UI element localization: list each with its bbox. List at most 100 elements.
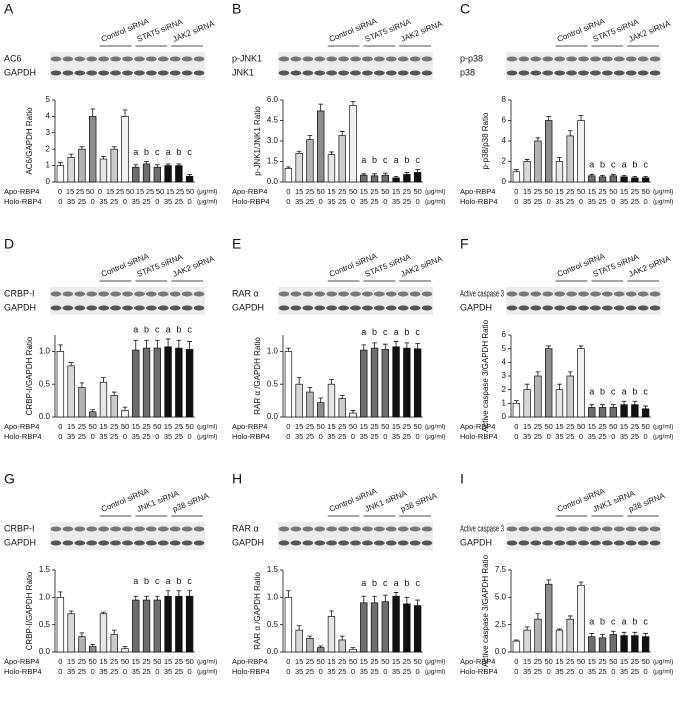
blot-band	[373, 70, 385, 76]
blot-band	[530, 305, 542, 311]
x-tick-label: 25	[176, 187, 184, 196]
blot-label: CRBP-I	[4, 523, 35, 533]
error-bar	[133, 595, 139, 601]
y-tick-label: 1.0	[39, 592, 51, 601]
bar	[588, 636, 596, 653]
y-tick-label: 0.0	[267, 647, 279, 656]
blot-band	[326, 305, 338, 311]
x-unit: (μg/ml)	[653, 669, 673, 676]
x-tick-label: 25	[110, 667, 118, 676]
blot-band	[409, 540, 421, 546]
blot-label: JNK1	[232, 67, 254, 77]
y-tick-label: 0.0	[39, 647, 51, 656]
blot	[506, 522, 661, 550]
x-tick-label: 15	[620, 657, 628, 666]
bar	[566, 135, 574, 183]
bar	[110, 634, 118, 653]
blot-band	[542, 526, 554, 532]
blot-band	[385, 305, 397, 311]
x-unit: (μg/ml)	[425, 669, 445, 676]
blot-band	[122, 305, 133, 311]
blot-band	[62, 56, 74, 62]
x-tick-label: 25	[631, 422, 639, 431]
x-tick-label: 50	[641, 657, 649, 666]
error-bar	[567, 371, 573, 376]
error-bar	[187, 341, 192, 350]
error-bar	[318, 103, 324, 111]
blot-band	[290, 526, 302, 532]
blot-label: GAPDH	[232, 302, 264, 312]
bar	[577, 120, 585, 183]
x-tick-label: 25	[142, 657, 150, 666]
blot-band	[649, 291, 661, 297]
y-tick-label: 0.0	[39, 412, 51, 421]
blot-band	[278, 305, 290, 311]
blot-band	[314, 305, 326, 311]
blot-band	[122, 540, 133, 546]
bar	[588, 407, 596, 418]
error-bar	[111, 146, 117, 150]
blot-band	[122, 291, 133, 297]
bar	[555, 629, 564, 653]
bar	[620, 404, 628, 418]
error-bar	[524, 626, 530, 631]
x-tick-label: 50	[545, 657, 553, 666]
x-row-label: Holo-RBP4	[232, 667, 270, 676]
error-bar	[514, 169, 519, 172]
bar	[360, 174, 368, 183]
bar	[631, 177, 639, 183]
x-tick-label: 25	[598, 197, 606, 206]
bar	[413, 348, 422, 418]
x-tick-label: 50	[413, 422, 421, 431]
blot	[278, 287, 433, 315]
blot-band	[637, 305, 649, 311]
x-tick-label: 0	[351, 197, 355, 206]
x-tick-label: 25	[142, 667, 150, 676]
blot-band	[110, 305, 121, 311]
y-axis-label: RAR α /GAPDH Ratio	[253, 337, 262, 415]
x-tick-label: 35	[523, 667, 531, 676]
x-tick-label: 0	[286, 432, 290, 441]
bar	[185, 349, 194, 418]
x-tick-label: 50	[185, 657, 193, 666]
annotation: c	[155, 324, 160, 334]
bar	[598, 407, 607, 418]
x-tick-label: 50	[349, 422, 357, 431]
blot-band	[421, 56, 433, 62]
annotation: a	[394, 155, 399, 165]
annotation: a	[589, 160, 594, 170]
blot-band	[566, 56, 577, 62]
error-bar	[350, 100, 356, 106]
error-bar	[318, 645, 324, 648]
blot-band	[566, 526, 577, 532]
x-tick-label: 0	[155, 197, 159, 206]
x-tick-label: 0	[286, 197, 290, 206]
annotation: c	[155, 576, 160, 586]
error-bar	[372, 342, 377, 349]
bar	[588, 175, 596, 183]
blot-band	[421, 540, 433, 546]
x-tick-label: 0	[416, 432, 420, 441]
bar	[110, 395, 118, 418]
x-tick-label: 50	[121, 657, 129, 666]
x-tick-label: 25	[78, 432, 86, 441]
annotation: a	[361, 327, 366, 337]
x-unit: (μg/ml)	[653, 659, 673, 666]
x-tick-label: 25	[142, 197, 150, 206]
error-bar	[382, 594, 388, 602]
x-tick-label: 25	[338, 667, 346, 676]
error-bar	[122, 109, 128, 117]
blot-band	[50, 540, 62, 546]
blot-band	[554, 526, 566, 532]
error-bar	[90, 409, 96, 412]
bar	[153, 166, 161, 183]
blot-band	[145, 70, 157, 76]
blot-band	[50, 70, 62, 76]
annotation: a	[133, 324, 138, 334]
x-tick-label: 50	[317, 187, 325, 196]
x-unit: (μg/ml)	[653, 189, 673, 196]
blot-band	[169, 70, 181, 76]
x-tick-label: 25	[534, 657, 542, 666]
